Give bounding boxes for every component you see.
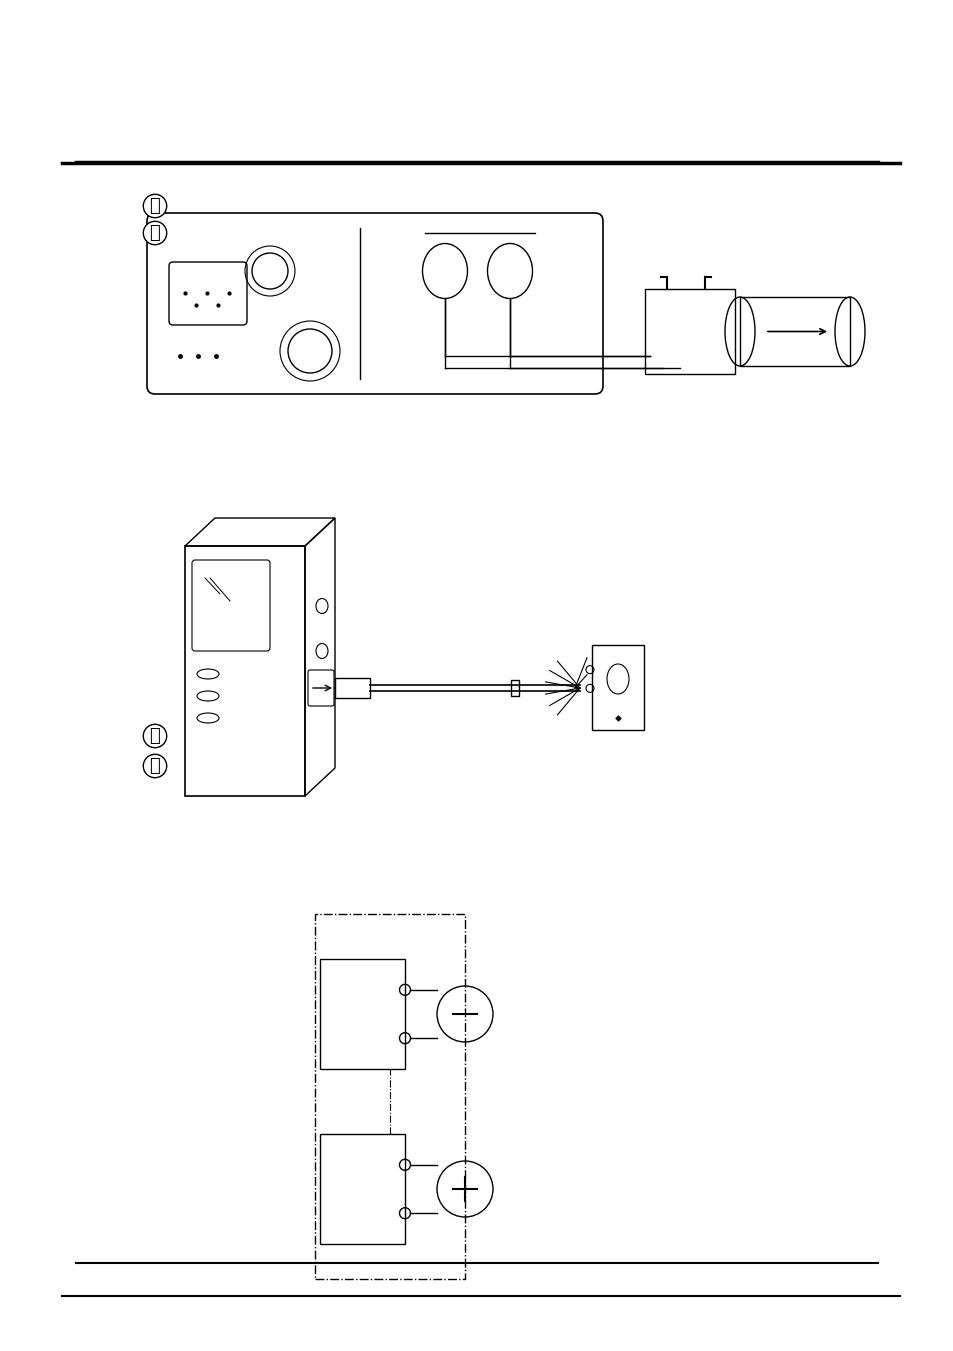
Text: ①: ① xyxy=(150,197,160,215)
Bar xyxy=(319,1133,405,1244)
FancyBboxPatch shape xyxy=(169,262,247,326)
FancyBboxPatch shape xyxy=(308,670,334,707)
Bar xyxy=(644,289,734,374)
FancyBboxPatch shape xyxy=(192,561,270,651)
Bar xyxy=(592,644,643,730)
Text: ②: ② xyxy=(150,757,160,775)
Text: ①: ① xyxy=(150,727,160,744)
Bar xyxy=(335,678,370,698)
Bar xyxy=(319,959,405,1069)
Text: ②: ② xyxy=(150,224,160,242)
FancyBboxPatch shape xyxy=(147,213,602,394)
Bar xyxy=(740,297,849,366)
Bar xyxy=(314,915,464,1279)
Bar xyxy=(511,680,518,696)
